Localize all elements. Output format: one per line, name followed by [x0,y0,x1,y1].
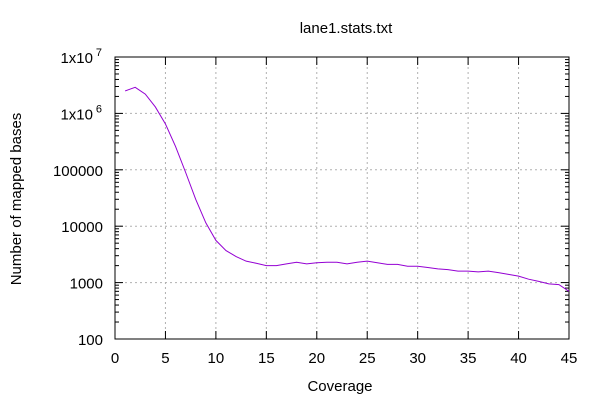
x-tick-label: 25 [359,350,376,367]
x-tick-label: 45 [561,350,578,367]
y-tick-label: 1x10 [60,50,93,67]
y-tick-label: 10000 [61,219,103,236]
y-tick-label: 1x10 [60,106,93,123]
x-tick-label: 0 [111,350,119,367]
x-tick-label: 40 [510,350,527,367]
x-tick-label: 35 [460,350,477,367]
y-tick-label-exponent: 6 [96,103,102,115]
x-axis-title: Coverage [307,378,372,395]
x-tick-label: 10 [208,350,225,367]
x-tick-labels: 0 5 10 15 20 25 30 35 40 45 [111,350,578,367]
chart-title: lane1.stats.txt [300,20,393,37]
series-layer [124,86,570,292]
x-tick-label: 20 [308,350,325,367]
grid [115,57,569,339]
x-tick-label: 5 [161,350,169,367]
y-tick-label: 100 [78,332,103,349]
ticks [114,56,570,340]
y-axis-title: Number of mapped bases [8,113,25,286]
series-line [124,86,570,292]
y-tick-label-base: 1x10 [60,106,93,123]
x-tick-label: 30 [409,350,426,367]
y-tick-label: 1000 [70,276,103,293]
y-tick-label-base: 1x10 [60,50,93,67]
x-tick-label: 15 [258,350,275,367]
y-tick-label-exponent: 7 [96,47,102,59]
y-tick-label: 100000 [53,163,103,180]
plot-frame [114,56,570,340]
